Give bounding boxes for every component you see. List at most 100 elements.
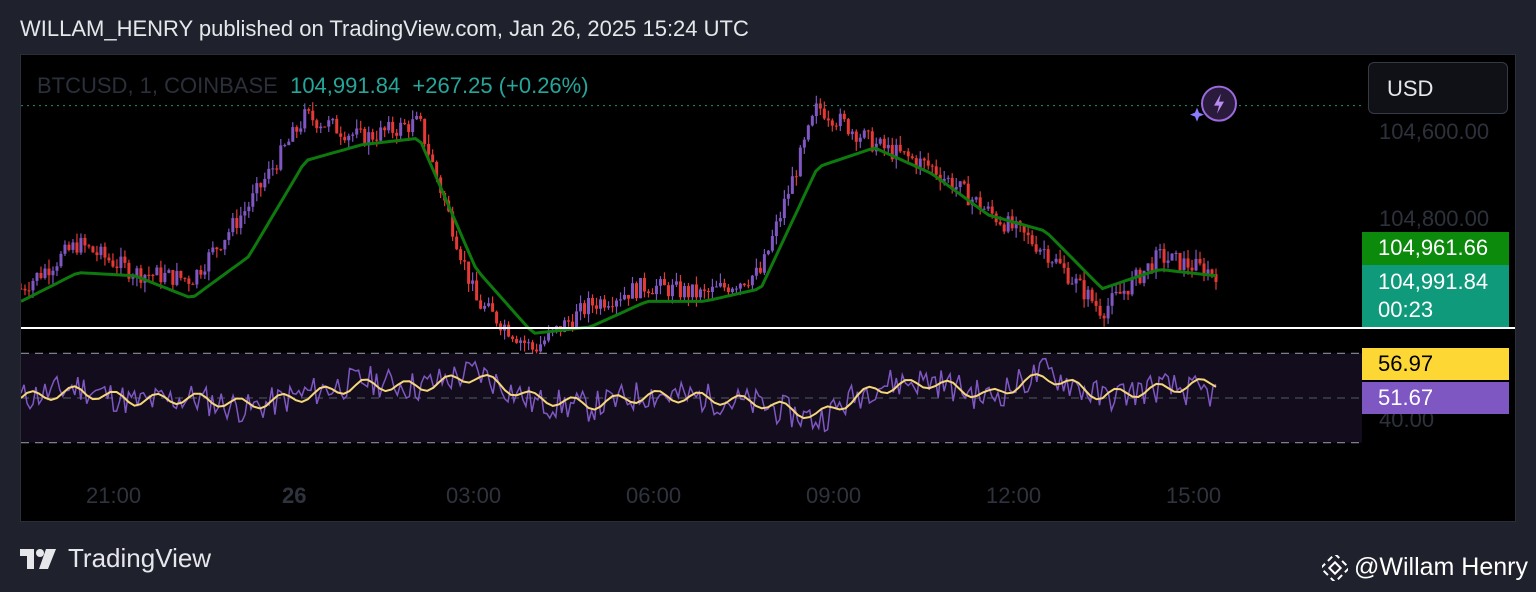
legend-symbol[interactable]: BTCUSD, 1, COINBASE — [37, 73, 278, 98]
candle — [63, 244, 67, 254]
candle — [339, 133, 343, 137]
candle — [327, 120, 331, 127]
candle — [395, 132, 399, 136]
candle — [1038, 249, 1042, 252]
candle — [1214, 274, 1218, 282]
candle — [415, 115, 419, 120]
candle — [1154, 250, 1158, 273]
candle — [1126, 290, 1130, 295]
candle — [1098, 305, 1102, 316]
candle — [842, 113, 846, 120]
candle — [1182, 258, 1186, 271]
candle — [982, 208, 986, 210]
rsi-line — [21, 357, 1217, 433]
candle — [291, 127, 295, 142]
candle — [347, 135, 351, 141]
last-price-tag: 104,991.84 00:23 — [1362, 265, 1509, 327]
candle — [914, 158, 918, 168]
candle — [467, 261, 471, 284]
candle — [1190, 267, 1194, 271]
candle — [694, 284, 698, 298]
candle — [1150, 263, 1154, 273]
candle — [207, 252, 211, 272]
candle — [790, 176, 794, 194]
candle — [1054, 258, 1058, 263]
tradingview-logo[interactable]: TradingView — [20, 543, 211, 574]
candle — [147, 274, 151, 276]
candle — [962, 181, 966, 184]
brand-name: TradingView — [68, 543, 212, 573]
chart-canvas[interactable] — [21, 55, 1516, 522]
candle — [734, 288, 738, 290]
candle — [998, 222, 1002, 225]
candle — [275, 168, 279, 170]
candle — [31, 280, 35, 291]
candle — [23, 288, 27, 291]
candle — [666, 285, 670, 297]
candle — [1130, 277, 1134, 295]
candle — [1030, 235, 1034, 245]
candle — [1186, 258, 1190, 268]
candle — [1194, 258, 1198, 271]
candle — [527, 342, 531, 344]
lightning-icon — [1214, 93, 1224, 114]
candle — [459, 249, 463, 261]
candle — [722, 282, 726, 288]
candle — [798, 147, 802, 177]
time-axis-label: 09:00 — [806, 483, 862, 508]
candle — [814, 103, 818, 117]
candle — [894, 144, 898, 160]
candle — [539, 344, 543, 352]
candle — [111, 260, 115, 267]
candle — [523, 340, 527, 343]
candle — [1110, 293, 1114, 306]
candle — [331, 118, 335, 121]
candle — [107, 257, 111, 261]
candle — [714, 286, 718, 288]
candle — [726, 287, 730, 293]
candle — [179, 270, 183, 278]
candle — [571, 321, 575, 328]
candle — [163, 272, 167, 283]
candle — [738, 283, 742, 289]
candle — [1114, 291, 1118, 294]
candle — [215, 247, 219, 250]
candle — [766, 250, 770, 255]
candle — [255, 183, 259, 194]
candle — [1094, 301, 1098, 306]
candle — [375, 139, 379, 141]
candle — [1026, 232, 1030, 236]
chart-area[interactable]: BTCUSD, 1, COINBASE 104,991.84 +267.25 (… — [20, 54, 1516, 522]
candle — [383, 127, 387, 131]
candle — [1042, 249, 1046, 251]
candle — [702, 289, 706, 291]
candle — [902, 151, 906, 153]
candle — [159, 267, 163, 283]
candle — [451, 211, 455, 237]
candle — [1022, 225, 1026, 233]
candle — [583, 303, 587, 315]
currency-button[interactable]: USD — [1368, 62, 1508, 114]
candle — [1078, 278, 1082, 281]
candle — [834, 125, 838, 127]
candle — [399, 122, 403, 136]
candle — [167, 270, 171, 273]
candle — [958, 181, 962, 188]
candle — [123, 256, 127, 263]
candle — [71, 242, 75, 250]
candle — [579, 303, 583, 312]
time-axis-label: 21:00 — [86, 483, 142, 508]
candle — [1034, 244, 1038, 252]
candle — [682, 286, 686, 298]
candle — [391, 121, 395, 133]
candle — [1050, 262, 1054, 264]
candle — [1158, 249, 1162, 251]
candle — [507, 324, 511, 337]
candle — [303, 109, 307, 129]
candle — [479, 300, 483, 309]
candle — [830, 120, 834, 126]
candle — [127, 262, 131, 279]
candle — [307, 109, 311, 111]
candle — [615, 300, 619, 307]
candle — [603, 299, 607, 308]
